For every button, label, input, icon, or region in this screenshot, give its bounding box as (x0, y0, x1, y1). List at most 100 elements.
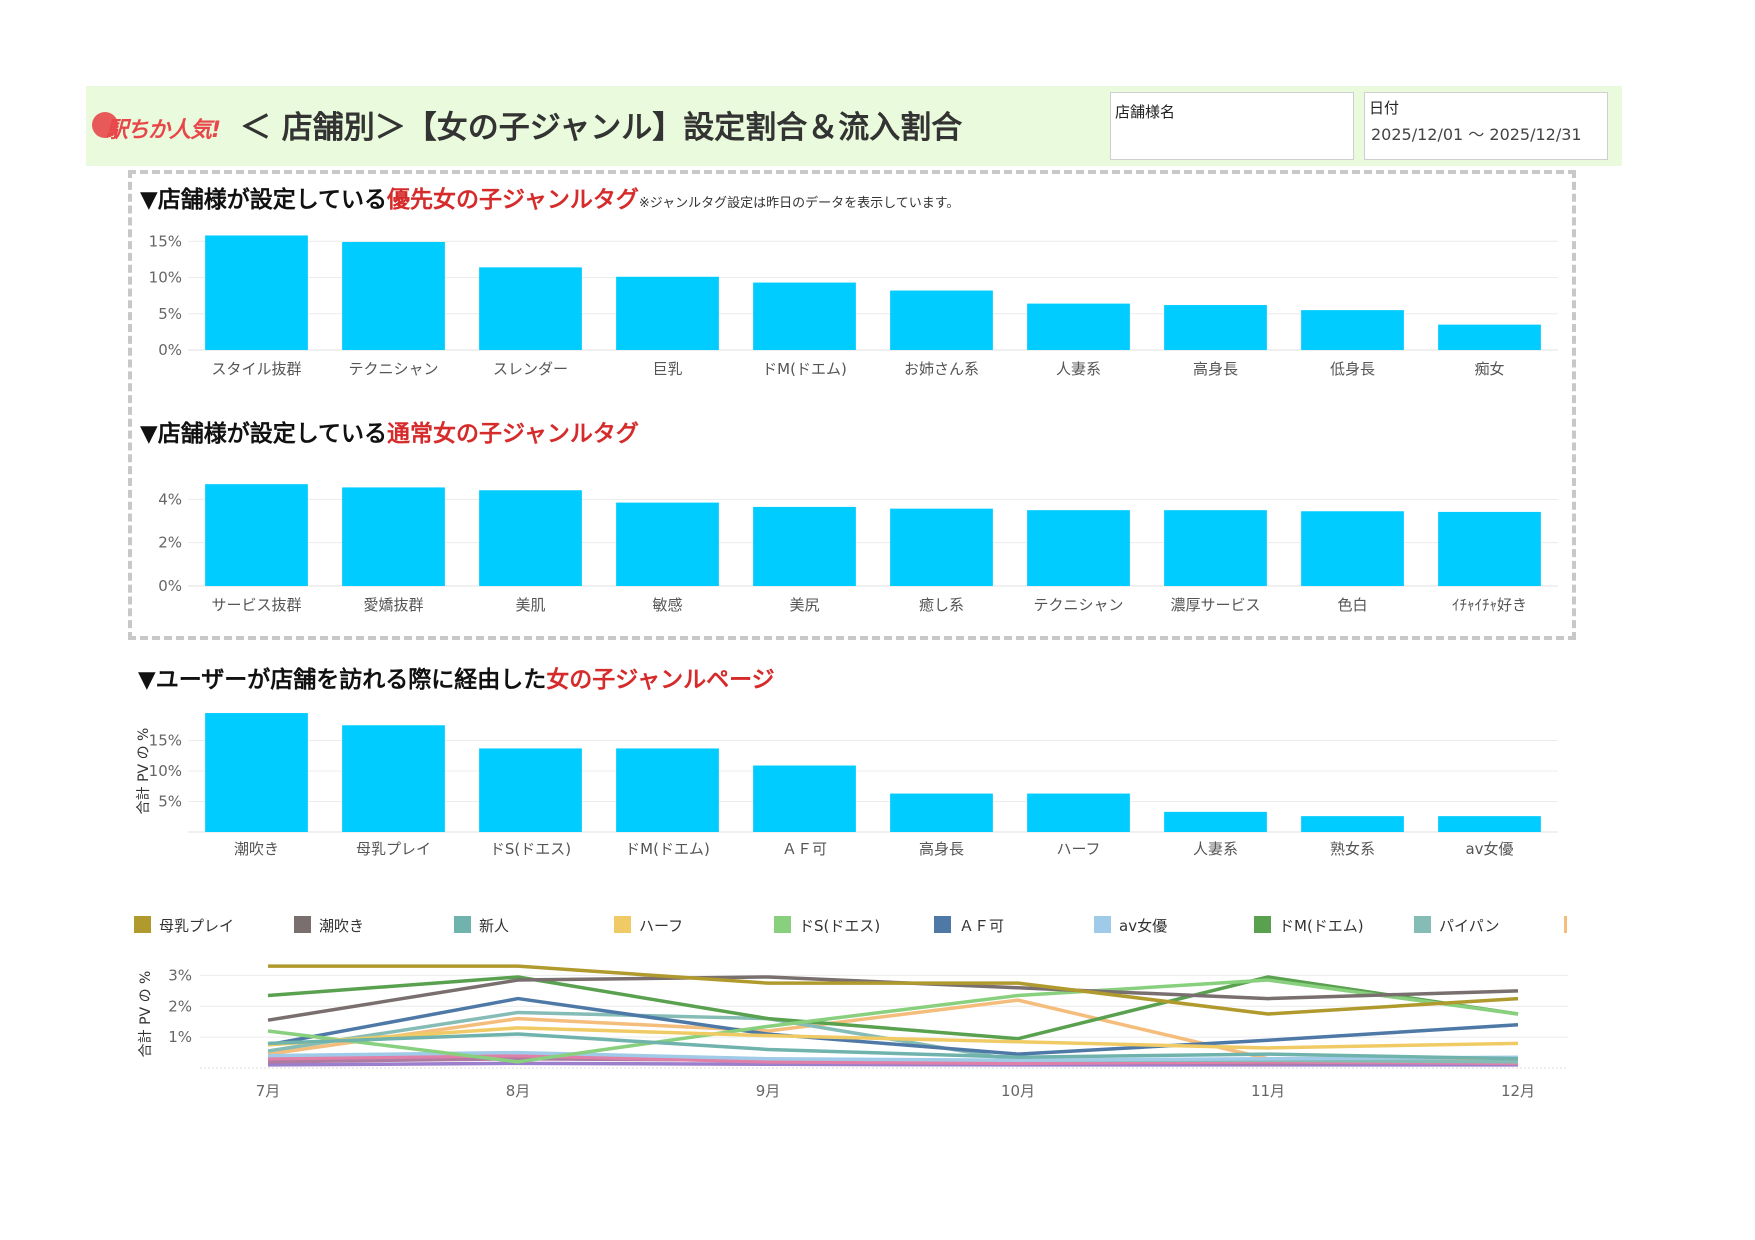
bar (342, 725, 445, 832)
bar (479, 267, 582, 350)
legend-swatch (134, 916, 151, 933)
x-tick-label: 色白 (1337, 596, 1367, 614)
bar (205, 713, 308, 832)
section-title-prefix: ▼店舗様が設定している (140, 187, 387, 213)
date-box[interactable]: 日付 2025/12/01 ～ 2025/12/31 (1364, 92, 1608, 160)
section-note: ※ジャンルタグ設定は昨日のデータを表示しています。 (638, 196, 960, 211)
x-tick-label: スタイル抜群 (211, 360, 301, 378)
bar (1438, 816, 1541, 832)
x-tick-label: 7月 (256, 1082, 281, 1100)
y-tick-label: 0% (158, 341, 182, 359)
x-tick-label: ＡＦ可 (782, 840, 827, 858)
legend-label: ハーフ (639, 917, 683, 935)
bar (616, 502, 719, 586)
x-tick-label: 人妻系 (1193, 840, 1238, 858)
bar (342, 241, 445, 350)
legend-swatch (454, 916, 471, 933)
page-title: ＜ 店舗別＞【女の子ジャンル】設定割合＆流入割合 (240, 110, 963, 146)
y-tick-label: 5% (158, 305, 182, 323)
x-tick-label: av女優 (1465, 840, 1513, 858)
y-tick-label: 5% (158, 793, 182, 811)
bar (205, 235, 308, 350)
bar (479, 490, 582, 586)
series-line (268, 964, 1519, 1016)
bar (616, 748, 719, 832)
x-tick-label: 美肌 (515, 596, 545, 614)
x-tick-label: 愛嬌抜群 (363, 596, 423, 614)
legend-label: パイパン (1439, 917, 1499, 935)
y-tick-label: 3% (168, 966, 192, 984)
x-tick-label: 潮吹き (234, 840, 279, 858)
series-line (267, 1032, 1519, 1061)
y-tick-label: 2% (158, 534, 182, 552)
bar (1027, 510, 1130, 586)
bar (1301, 310, 1404, 350)
store-name-box[interactable]: 店舗様名 (1110, 92, 1354, 160)
section-title-normal-tags: ▼店舗様が設定している通常女の子ジャンルタグ (140, 414, 639, 448)
date-value: 2025/12/01 ～ 2025/12/31 (1371, 125, 1582, 144)
legend-label: ＡＦ可 (959, 917, 1004, 935)
x-tick-label: ｲﾁｬｲﾁｬ好き (1452, 596, 1527, 614)
section-title-genre-pages: ▼ユーザーが店舗を訪れる際に経由した女の子ジャンルページ (138, 660, 775, 694)
bar (1438, 324, 1541, 350)
logo-mark-icon (92, 112, 118, 138)
y-tick-label: 0% (158, 577, 182, 595)
bar (1164, 305, 1267, 350)
section-title-prefix: ▼ユーザーが店舗を訪れる際に経由した (138, 667, 547, 693)
genre-pages-line-chart: 母乳プレイ 潮吹き 新人 ハーフ ドS(ドエス) ＡＦ可 av女優 ドM(ドエム) パイパン 1%… (134, 916, 1568, 1100)
section-title-priority-tags: ▼店舗様が設定している優先女の子ジャンルタグ※ジャンルタグ設定は昨日のデータを表… (140, 180, 959, 214)
settings-frame (128, 170, 1576, 640)
logo-text: 駅ちか人気! (106, 118, 221, 143)
x-tick-label: テクニシャン (1033, 596, 1123, 614)
bar (1164, 811, 1267, 832)
legend-label: 新人 (479, 917, 509, 935)
genre-pages-bar-chart: 5% 10% 15% 潮吹き 母乳プレイ ドS(ドエス) ドM(ドエム) ＡＦ可 高身長 ハーフ 人… (136, 713, 1558, 858)
bar (1027, 793, 1130, 832)
y-tick-label: 2% (168, 997, 192, 1015)
priority-tags-bar-chart: 0% 5% 10% 15% スタイル抜群 テクニシャン スレンダー 巨乳 ドM(ドエム) お姉さん… (149, 232, 1558, 378)
bar (1164, 510, 1267, 586)
bar (616, 276, 719, 350)
x-tick-label: 10月 (1001, 1082, 1035, 1100)
bar (1301, 816, 1404, 832)
series-line (267, 978, 1519, 1064)
x-tick-label: 人妻系 (1056, 360, 1101, 378)
store-name-label: 店舗様名 (1115, 103, 1176, 121)
x-tick-label: サービス抜群 (211, 596, 301, 614)
legend-label: 母乳プレイ (159, 917, 234, 935)
x-tick-label: 高身長 (1193, 360, 1238, 378)
legend-swatch (1564, 916, 1567, 933)
logo: 駅ちか人気! (92, 110, 222, 143)
x-tick-label: 11月 (1251, 1082, 1285, 1100)
section-title-highlight: 女の子ジャンルページ (546, 667, 775, 693)
legend-swatch (614, 916, 631, 933)
x-tick-label: 9月 (756, 1082, 781, 1100)
x-tick-label: お姉さん系 (904, 360, 979, 378)
x-tick-label: 12月 (1501, 1082, 1535, 1100)
y-tick-label: 1% (168, 1028, 192, 1046)
bar (890, 290, 993, 350)
y-tick-label: 10% (149, 762, 182, 780)
x-tick-label: ドM(ドエム) (762, 360, 847, 378)
section-title-prefix: ▼店舗様が設定している (140, 421, 387, 447)
y-tick-label: 15% (149, 232, 182, 250)
x-tick-label: 癒し系 (919, 596, 964, 614)
legend-swatch (1094, 916, 1111, 933)
bar (1027, 303, 1130, 350)
series-line (267, 996, 1519, 1056)
series-line (267, 1026, 1519, 1050)
x-tick-label: 濃厚サービス (1170, 596, 1260, 614)
legend-swatch (294, 916, 311, 933)
bar (205, 484, 308, 586)
x-tick-label: 敏感 (652, 596, 682, 614)
legend-swatch (934, 916, 951, 933)
x-tick-label: スレンダー (493, 360, 568, 378)
bar (1301, 511, 1404, 586)
bar (753, 506, 856, 586)
legend-label: ドM(ドエム) (1279, 917, 1364, 935)
x-tick-label: ドS(ドエス) (490, 840, 571, 858)
x-tick-label: ドM(ドエム) (625, 840, 710, 858)
series-line (267, 1050, 1519, 1063)
bar (890, 508, 993, 586)
legend-swatch (1254, 916, 1271, 933)
